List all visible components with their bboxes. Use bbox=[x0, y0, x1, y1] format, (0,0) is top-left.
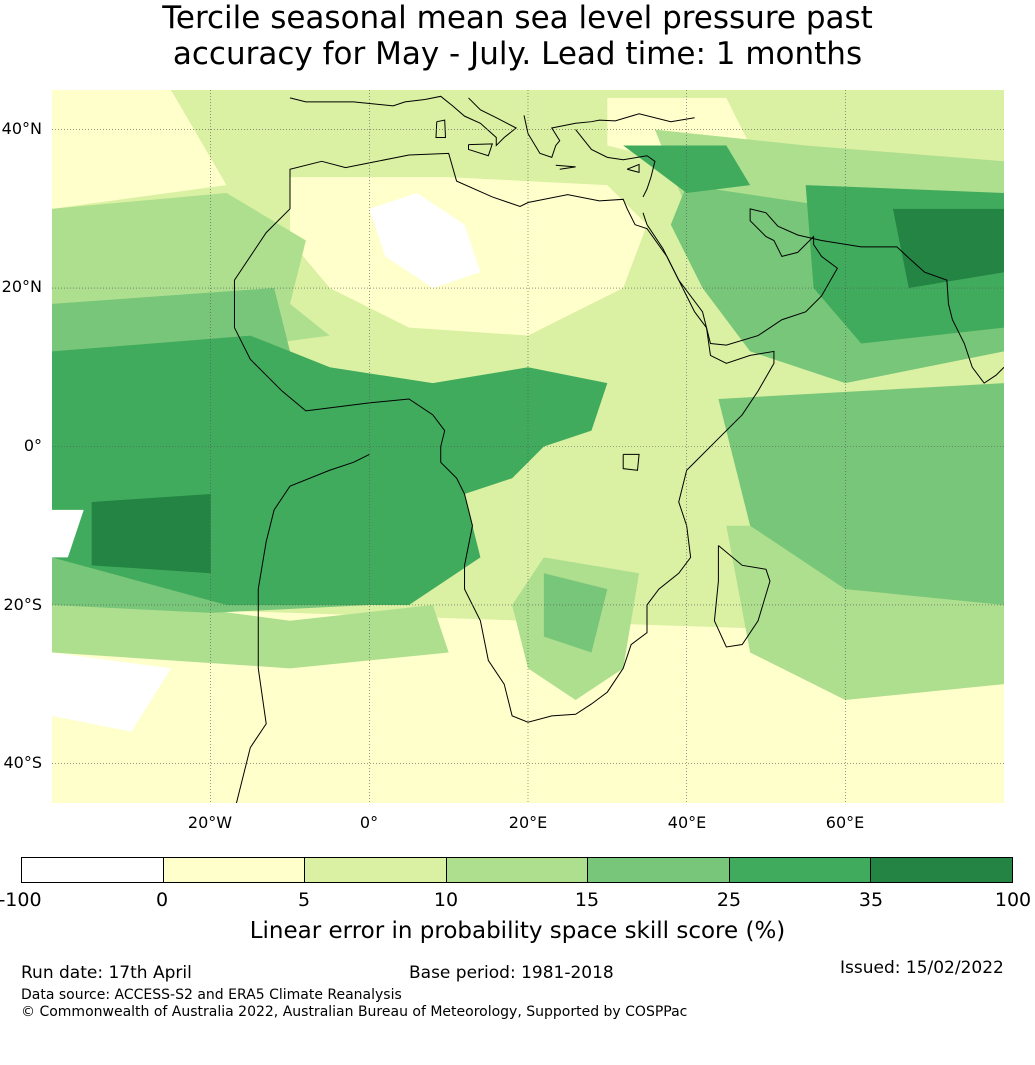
lat-tick-20s: 20°S bbox=[3, 595, 42, 614]
lat-tick-40n: 40°N bbox=[1, 119, 42, 138]
colorbar-label: 15 bbox=[574, 889, 600, 911]
skill-region bbox=[623, 145, 751, 193]
skill-region bbox=[52, 652, 171, 732]
lon-tick-20w: 20°W bbox=[187, 813, 233, 832]
lon-tick-60e: 60°E bbox=[825, 813, 865, 832]
colorbar-label: 10 bbox=[433, 889, 459, 911]
colorbar-segment bbox=[588, 858, 730, 882]
coastline bbox=[289, 95, 518, 147]
colorbar-label: 25 bbox=[716, 889, 742, 911]
coastline bbox=[575, 129, 656, 198]
lon-tick-40e: 40°E bbox=[667, 813, 707, 832]
island-outline bbox=[626, 163, 640, 174]
colorbar-segment bbox=[305, 858, 447, 882]
skill-region bbox=[718, 383, 1004, 605]
lon-tick-0: 0° bbox=[359, 813, 379, 832]
skill-region bbox=[91, 494, 211, 574]
lat-tick-0: 0° bbox=[23, 436, 42, 455]
data-source: Data source: ACCESS-S2 and ERA5 Climate … bbox=[21, 987, 402, 1003]
colorbar bbox=[21, 857, 1013, 883]
colorbar-segment bbox=[163, 858, 306, 882]
map-canvas bbox=[52, 90, 1004, 803]
issued-date: Issued: 15/02/2022 bbox=[840, 958, 1004, 978]
base-period: Base period: 1981-2018 bbox=[409, 963, 614, 983]
run-date: Run date: 17th April bbox=[21, 963, 192, 983]
island-outline bbox=[713, 545, 771, 648]
island-outline bbox=[468, 143, 494, 157]
skill-region bbox=[194, 525, 330, 590]
skill-region bbox=[369, 192, 481, 289]
graticule bbox=[52, 90, 1004, 803]
title-line-2: accuracy for May - July. Lead time: 1 mo… bbox=[172, 36, 863, 72]
colorbar-label: -100 bbox=[0, 889, 42, 911]
skill-region bbox=[52, 90, 227, 209]
island-outline bbox=[622, 453, 640, 471]
skill-map bbox=[52, 90, 1004, 803]
colorbar-label: 0 bbox=[155, 889, 169, 911]
lat-tick-20n: 20°N bbox=[1, 277, 42, 296]
colorbar-segment bbox=[871, 858, 1013, 882]
skill-region bbox=[52, 509, 84, 558]
lat-tick-40s: 40°S bbox=[3, 753, 42, 772]
colorbar-label: 100 bbox=[994, 889, 1032, 911]
title-line-1: Tercile seasonal mean sea level pressure… bbox=[162, 0, 873, 36]
island-outline bbox=[555, 164, 576, 170]
colorbar-segment bbox=[446, 858, 589, 882]
lon-tick-20e: 20°E bbox=[508, 813, 548, 832]
colorbar-title: Linear error in probability space skill … bbox=[249, 918, 786, 944]
coastline bbox=[523, 113, 695, 158]
colorbar-segment bbox=[729, 858, 872, 882]
colorbar-label: 35 bbox=[858, 889, 884, 911]
skill-field bbox=[52, 90, 1004, 803]
map-title: Tercile seasonal mean sea level pressure… bbox=[0, 0, 1035, 72]
colorbar-segment bbox=[22, 858, 164, 882]
copyright: © Commonwealth of Australia 2022, Austra… bbox=[21, 1004, 688, 1020]
colorbar-label: 5 bbox=[297, 889, 311, 911]
island-outline bbox=[435, 119, 447, 139]
coastline bbox=[642, 208, 1004, 384]
coastline bbox=[235, 453, 370, 803]
skill-region bbox=[543, 573, 608, 653]
